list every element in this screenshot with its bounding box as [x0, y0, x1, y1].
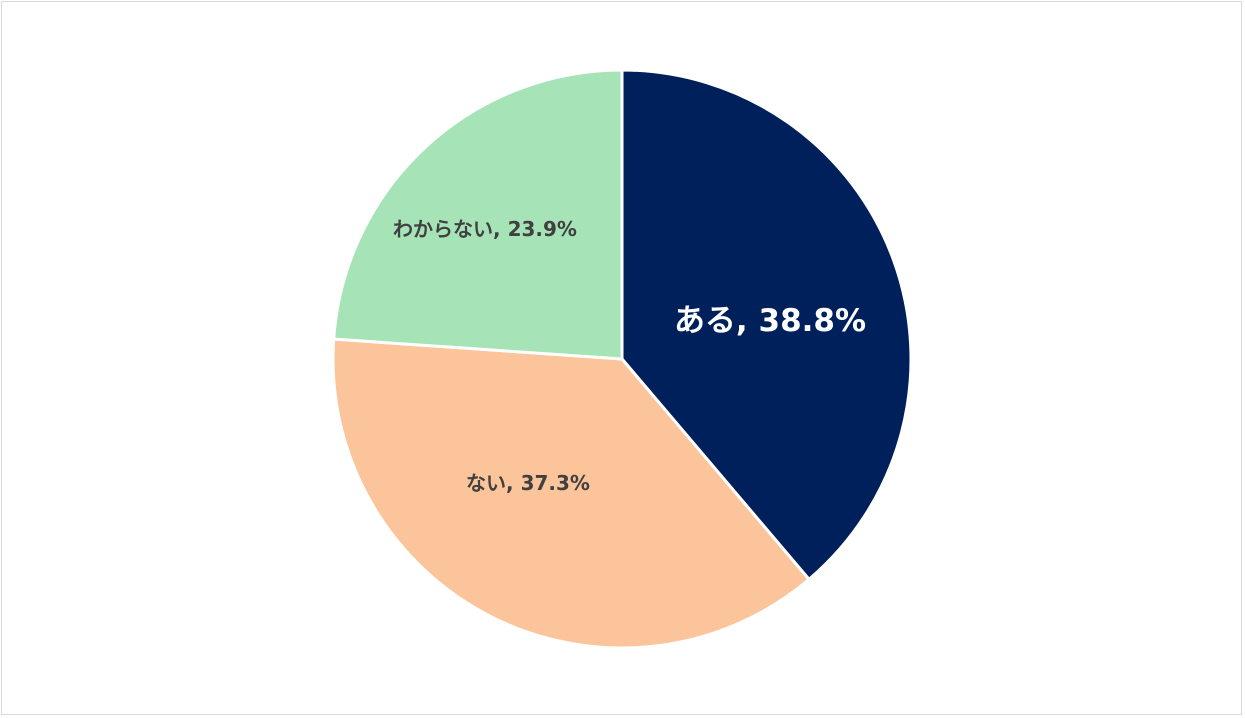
- slice-label-nai: ない, 37.3%: [466, 471, 590, 495]
- slice-label-wakaranai: わからない, 23.9%: [393, 217, 577, 241]
- pie-slices: [331, 68, 913, 650]
- slice-wakaranai: [332, 68, 624, 361]
- slice-aru: [620, 68, 913, 581]
- slice-label-aru: ある, 38.8%: [674, 303, 866, 339]
- pie-labels: ある, 38.8% ない, 37.3% わからない, 23.9%: [393, 217, 866, 495]
- slice-nai: [331, 337, 811, 650]
